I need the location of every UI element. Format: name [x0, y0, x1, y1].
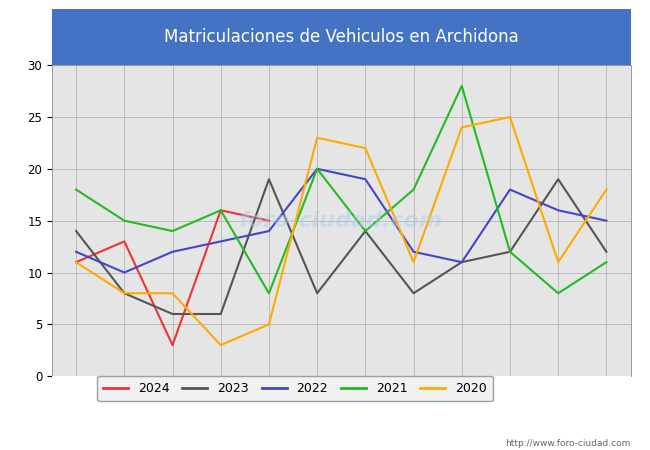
Text: foro-ciudad.com: foro-ciudad.com [239, 211, 443, 231]
Text: http://www.foro-ciudad.com: http://www.foro-ciudad.com [505, 439, 630, 448]
Text: Matriculaciones de Vehiculos en Archidona: Matriculaciones de Vehiculos en Archidon… [164, 28, 519, 46]
Legend: 2024, 2023, 2022, 2021, 2020: 2024, 2023, 2022, 2021, 2020 [97, 376, 493, 401]
